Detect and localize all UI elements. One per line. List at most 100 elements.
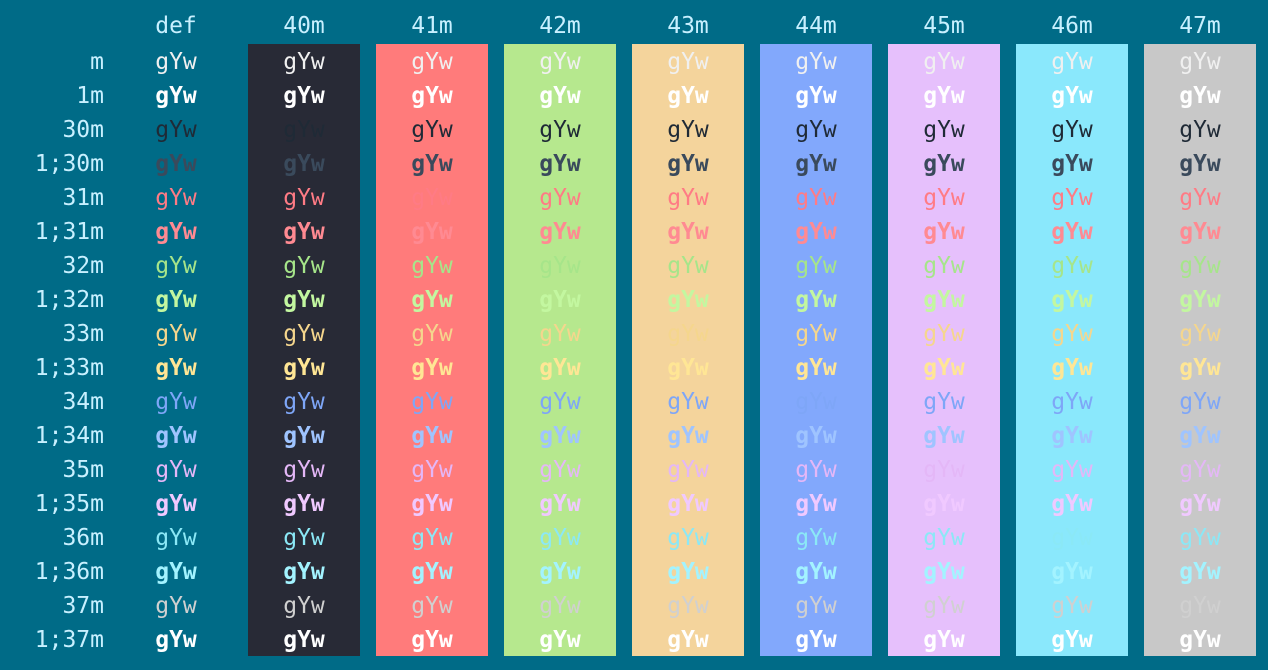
background-column-43m (632, 44, 744, 656)
sample-cell: gYw (1051, 185, 1093, 211)
sample-cell: gYw (155, 423, 197, 449)
sample-cell: gYw (411, 627, 453, 653)
row-label: 1;36m (34, 559, 104, 585)
sample-cell: gYw (411, 321, 453, 347)
sample-cell: gYw (923, 151, 965, 177)
sample-cell: gYw (539, 49, 581, 75)
sample-cell: gYw (1051, 83, 1093, 109)
sample-cell: gYw (795, 389, 837, 415)
sample-cell: gYw (795, 457, 837, 483)
row-label: 1;33m (34, 355, 104, 381)
sample-cell: gYw (1179, 389, 1221, 415)
sample-cell: gYw (667, 355, 709, 381)
sample-cell: gYw (667, 151, 709, 177)
sample-cell: gYw (923, 117, 965, 143)
sample-cell: gYw (283, 423, 325, 449)
background-column-46m (1016, 44, 1128, 656)
sample-cell: gYw (1179, 117, 1221, 143)
sample-cell: gYw (923, 491, 965, 517)
sample-cell: gYw (411, 559, 453, 585)
sample-cell: gYw (667, 525, 709, 551)
row-label: 30m (62, 117, 104, 143)
sample-cell: gYw (155, 457, 197, 483)
sample-cell: gYw (411, 253, 453, 279)
sample-cell: gYw (795, 151, 837, 177)
sample-cell: gYw (923, 355, 965, 381)
background-column-44m (760, 44, 872, 656)
sample-cell: gYw (1179, 49, 1221, 75)
sample-cell: gYw (667, 83, 709, 109)
sample-cell: gYw (923, 219, 965, 245)
sample-cell: gYw (155, 151, 197, 177)
sample-cell: gYw (539, 389, 581, 415)
sample-cell: gYw (795, 355, 837, 381)
row-label: 37m (62, 593, 104, 619)
sample-cell: gYw (155, 355, 197, 381)
sample-cell: gYw (795, 185, 837, 211)
sample-cell: gYw (411, 355, 453, 381)
sample-cell: gYw (795, 321, 837, 347)
sample-cell: gYw (283, 355, 325, 381)
sample-cell: gYw (1179, 423, 1221, 449)
sample-cell: gYw (155, 321, 197, 347)
sample-cell: gYw (667, 117, 709, 143)
sample-cell: gYw (1179, 525, 1221, 551)
sample-cell: gYw (923, 321, 965, 347)
sample-cell: gYw (411, 117, 453, 143)
sample-cell: gYw (539, 321, 581, 347)
sample-cell: gYw (283, 117, 325, 143)
row-label: 1;32m (34, 287, 104, 313)
sample-cell: gYw (795, 525, 837, 551)
sample-cell: gYw (283, 151, 325, 177)
row-label: m (90, 49, 104, 75)
sample-cell: gYw (539, 219, 581, 245)
background-column-41m (376, 44, 488, 656)
sample-cell: gYw (795, 491, 837, 517)
sample-cell: gYw (667, 49, 709, 75)
sample-cell: gYw (1051, 321, 1093, 347)
sample-cell: gYw (667, 321, 709, 347)
sample-cell: gYw (795, 219, 837, 245)
sample-cell: gYw (1179, 253, 1221, 279)
sample-cell: gYw (923, 423, 965, 449)
sample-cell: gYw (667, 287, 709, 313)
sample-cell: gYw (795, 559, 837, 585)
sample-cell: gYw (667, 185, 709, 211)
sample-cell: gYw (1051, 355, 1093, 381)
sample-cell: gYw (667, 491, 709, 517)
sample-cell: gYw (923, 253, 965, 279)
sample-cell: gYw (1051, 423, 1093, 449)
sample-cell: gYw (923, 627, 965, 653)
sample-cell: gYw (411, 185, 453, 211)
sample-cell: gYw (1179, 83, 1221, 109)
sample-cell: gYw (155, 491, 197, 517)
sample-cell: gYw (795, 627, 837, 653)
sample-cell: gYw (283, 559, 325, 585)
sample-cell: gYw (155, 253, 197, 279)
sample-cell: gYw (411, 457, 453, 483)
sample-cell: gYw (923, 185, 965, 211)
sample-cell: gYw (155, 287, 197, 313)
row-label: 34m (62, 389, 104, 415)
column-header-40m: 40m (283, 13, 325, 39)
sample-cell: gYw (411, 151, 453, 177)
sample-cell: gYw (155, 593, 197, 619)
sample-cell: gYw (667, 593, 709, 619)
sample-cell: gYw (155, 627, 197, 653)
sample-cell: gYw (411, 593, 453, 619)
sample-cell: gYw (283, 185, 325, 211)
sample-cell: gYw (539, 253, 581, 279)
row-label: 1;34m (34, 423, 104, 449)
sample-cell: gYw (667, 559, 709, 585)
sample-cell: gYw (539, 525, 581, 551)
column-header-43m: 43m (667, 13, 709, 39)
sample-cell: gYw (1051, 151, 1093, 177)
sample-cell: gYw (795, 287, 837, 313)
sample-cell: gYw (1179, 321, 1221, 347)
sample-cell: gYw (411, 83, 453, 109)
row-label: 1;35m (34, 491, 104, 517)
sample-cell: gYw (923, 593, 965, 619)
sample-cell: gYw (155, 185, 197, 211)
sample-cell: gYw (539, 151, 581, 177)
